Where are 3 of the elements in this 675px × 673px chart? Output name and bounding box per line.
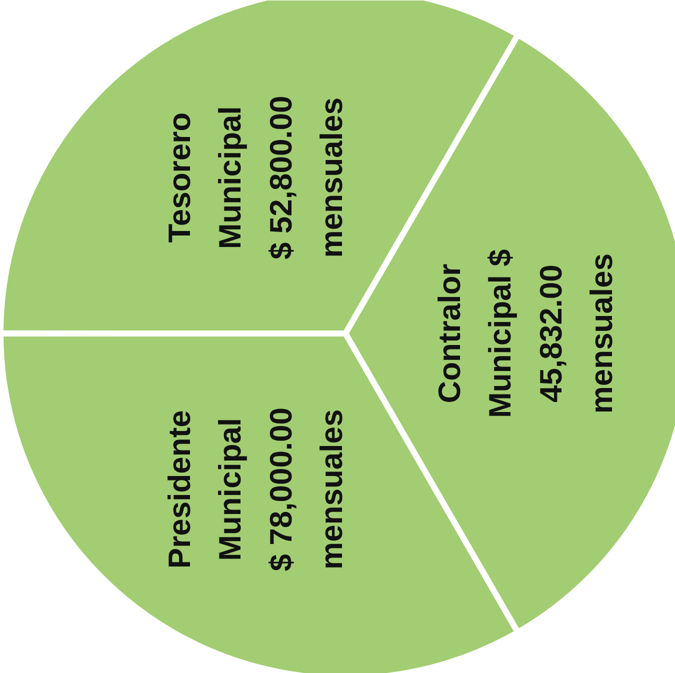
slice-label: Presidente Municipal $ 78,000.00 mensuales xyxy=(162,407,350,572)
slice-label: Contralor Municipal $ 45,832.00 mensuales xyxy=(432,249,620,418)
slice-label: Tesorero Municipal $ 52,800.00 mensuales xyxy=(162,96,350,260)
